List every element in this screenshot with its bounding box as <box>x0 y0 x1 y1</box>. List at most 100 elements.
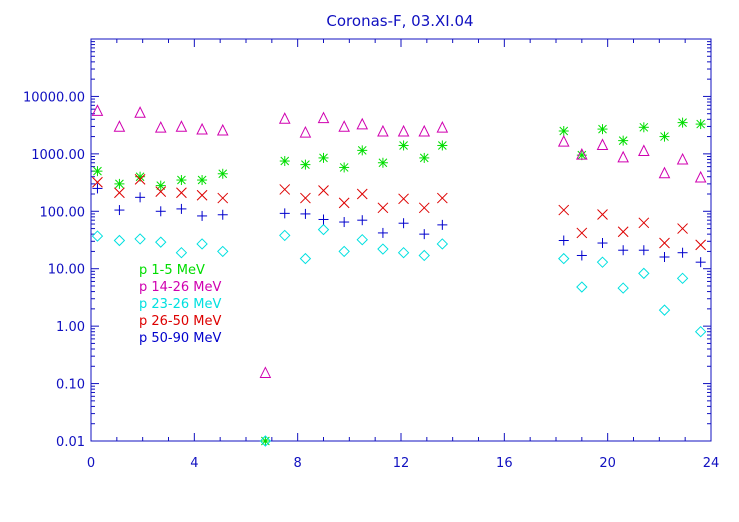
data-point <box>658 166 671 179</box>
series-3 <box>92 173 707 251</box>
data-point <box>176 187 187 199</box>
data-point <box>217 192 229 204</box>
data-point <box>437 219 448 230</box>
data-point <box>558 252 570 265</box>
data-point <box>92 183 103 194</box>
data-point <box>279 184 291 195</box>
data-point <box>436 238 449 250</box>
data-point <box>299 125 312 138</box>
data-point <box>338 197 350 209</box>
x-tick-label: 20 <box>599 456 616 471</box>
data-point <box>596 138 609 150</box>
data-point <box>576 250 587 261</box>
data-point <box>676 152 689 165</box>
data-point <box>317 111 330 124</box>
y-tick-label: 1.00 <box>56 320 85 335</box>
data-point <box>300 208 311 219</box>
x-tick-label: 0 <box>87 456 95 471</box>
data-point <box>677 117 688 128</box>
data-point <box>356 188 368 200</box>
data-point <box>638 267 650 280</box>
x-tick-label: 16 <box>496 456 513 471</box>
data-point <box>91 230 104 242</box>
data-point <box>134 173 146 185</box>
data-point <box>576 148 588 160</box>
data-point <box>114 178 125 189</box>
y-tick-label: 1000.00 <box>31 148 85 163</box>
data-point <box>300 192 311 204</box>
data-point <box>694 326 707 338</box>
legend-entry: p 1-5 MeV <box>139 263 205 278</box>
y-tick-label: 0.01 <box>56 435 85 450</box>
data-point <box>279 156 290 167</box>
data-point <box>695 257 706 268</box>
data-point <box>377 227 388 238</box>
data-point <box>397 124 410 137</box>
data-point <box>695 119 706 130</box>
data-point <box>659 251 670 262</box>
data-point <box>617 226 629 238</box>
data-point <box>436 121 449 133</box>
data-point <box>134 233 146 245</box>
data-point <box>317 223 330 236</box>
data-point <box>259 366 272 378</box>
data-point <box>638 217 650 229</box>
data-point <box>91 104 104 116</box>
data-point <box>155 236 167 248</box>
data-point <box>155 206 166 217</box>
data-point <box>338 120 350 132</box>
data-point <box>597 238 608 249</box>
data-point <box>318 152 329 163</box>
data-point <box>155 186 167 197</box>
x-tick-label: 4 <box>190 456 198 471</box>
y-tick-label: 100.00 <box>40 205 86 220</box>
data-point <box>418 124 431 137</box>
x-tick-label: 24 <box>703 456 720 471</box>
data-point <box>114 205 125 216</box>
data-point <box>659 131 670 142</box>
data-point <box>196 122 208 135</box>
y-tick-label: 0.10 <box>56 378 85 393</box>
legend: p 1-5 MeV p 14-26 MeV p 23-26 MeV p 26-50 M… <box>139 263 222 346</box>
chart-title: Coronas-F, 03.XI.04 <box>326 12 473 30</box>
data-point <box>676 272 689 285</box>
data-point <box>638 122 649 133</box>
data-point <box>398 193 409 205</box>
legend-entry: p 14-26 MeV <box>139 280 222 295</box>
data-point <box>217 245 229 258</box>
data-point <box>377 124 389 137</box>
data-point <box>377 243 389 255</box>
data-point <box>597 209 608 220</box>
data-point <box>597 124 608 135</box>
data-point <box>196 238 208 250</box>
data-point <box>557 135 570 147</box>
data-point <box>217 209 228 220</box>
x-tick-label: 12 <box>393 456 410 471</box>
series-2 <box>91 223 707 447</box>
data-point <box>279 229 291 242</box>
data-point <box>658 304 671 316</box>
data-point <box>617 150 629 163</box>
data-point <box>357 215 368 226</box>
data-point <box>176 175 187 186</box>
data-point <box>300 159 311 170</box>
data-point <box>695 239 707 251</box>
data-point <box>638 144 650 156</box>
data-point <box>377 157 388 168</box>
data-point <box>418 249 430 262</box>
data-point <box>356 117 369 130</box>
data-point <box>419 152 430 163</box>
data-point <box>677 223 688 234</box>
data-point <box>155 180 166 191</box>
y-tick-label: 10000.00 <box>23 90 85 105</box>
data-point <box>618 135 629 146</box>
data-point <box>558 126 569 137</box>
data-point <box>135 192 146 203</box>
data-marks <box>91 104 707 447</box>
data-point <box>338 245 350 258</box>
data-point <box>197 210 208 221</box>
data-point <box>217 168 228 179</box>
x-tick-label: 8 <box>294 456 302 471</box>
data-point <box>318 214 329 225</box>
